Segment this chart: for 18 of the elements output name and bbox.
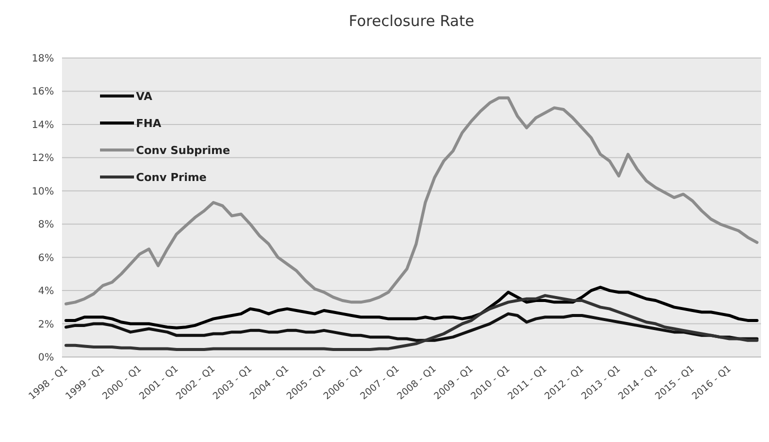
y-tick-label: 8%: [38, 220, 54, 231]
chart-title: Foreclosure Rate: [348, 12, 474, 30]
line-series: [64, 286, 758, 330]
y-tick-label: 0%: [38, 352, 54, 364]
y-tick-label: 2%: [38, 319, 54, 330]
legend-label: VA: [136, 90, 153, 103]
y-tick-label: 6%: [38, 252, 54, 264]
y-tick-label: 16%: [32, 86, 54, 98]
y-tick-label: 14%: [32, 120, 54, 131]
legend-label: FHA: [136, 116, 162, 130]
y-tick-label: 10%: [32, 186, 54, 198]
y-tick-label: 12%: [32, 153, 54, 164]
legend-label: Conv Subprime: [136, 144, 230, 157]
y-tick-label: 4%: [38, 286, 54, 298]
line-series: [64, 294, 758, 352]
y-tick-label: 18%: [32, 54, 54, 64]
line-series: [64, 312, 758, 342]
legend-label: Conv Prime: [136, 170, 207, 184]
